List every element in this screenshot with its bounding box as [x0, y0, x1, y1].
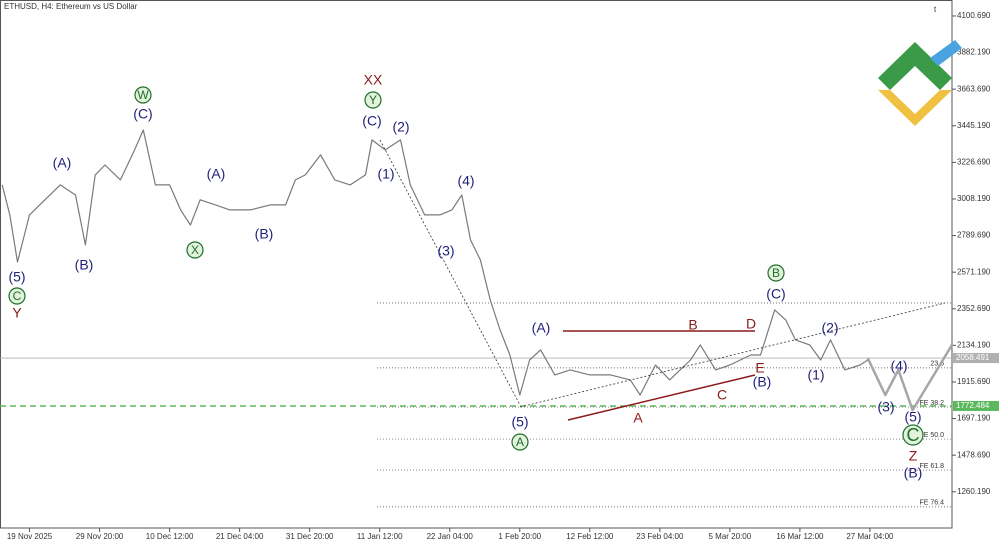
wave-label: (C)	[766, 286, 785, 302]
fib-label: FE 76.4	[919, 500, 944, 507]
x-tick-label: 5 Mar 20:00	[709, 532, 752, 541]
y-tick-label: 3226.690	[957, 157, 991, 166]
wave-label: (4)	[457, 173, 474, 189]
y-tick-label: 1260.190	[957, 487, 991, 496]
x-tick-label: 21 Dec 04:00	[216, 532, 264, 541]
x-tick-label: 19 Nov 2025	[7, 532, 53, 541]
wave-label: (4)	[890, 358, 907, 374]
wave-label: Y	[369, 93, 377, 107]
wave-circle	[767, 264, 785, 282]
wave-label: (1)	[377, 166, 394, 182]
wave-label: (3)	[437, 243, 454, 259]
wave-label: (A)	[532, 320, 551, 336]
y-tick-label: 1478.690	[957, 450, 991, 459]
logo	[878, 40, 962, 126]
wave-label: Z	[909, 448, 918, 464]
y-tick-label: 2352.690	[957, 304, 991, 313]
chart-title: ETHUSD, H4: Ethereum vs US Dollar	[4, 2, 138, 11]
wave-label: B	[688, 317, 697, 333]
wave-label: D	[746, 316, 756, 332]
x-tick-label: 22 Jan 04:00	[427, 532, 474, 541]
wave-label: (B)	[753, 374, 772, 390]
wave-label: (2)	[392, 119, 409, 135]
plot-frame	[0, 0, 953, 529]
wave-label: (1)	[807, 367, 824, 383]
trend-line	[519, 302, 946, 408]
wave-label: C	[717, 387, 727, 403]
wave-label: (B)	[904, 465, 923, 481]
x-tick-label: 29 Nov 20:00	[76, 532, 124, 541]
y-tick-label: 4100.690	[957, 11, 991, 20]
y-tick-label: 2789.690	[957, 231, 991, 240]
x-tick-label: 1 Feb 20:00	[498, 532, 541, 541]
wave-label: (5)	[511, 414, 528, 430]
y-tick-label: 3663.690	[957, 84, 991, 93]
y-tick-label: 1697.190	[957, 414, 991, 423]
x-tick-label: 10 Dec 12:00	[146, 532, 194, 541]
triangle-bottom	[567, 374, 756, 421]
wave-circle	[511, 433, 529, 451]
x-tick-label: 27 Mar 04:00	[846, 532, 894, 541]
wave-label: (5)	[904, 409, 921, 425]
wave-label: (C)	[133, 106, 152, 122]
wave-label: (3)	[877, 399, 894, 415]
wave-label: (A)	[53, 155, 72, 171]
x-tick-label: 12 Feb 12:00	[566, 532, 614, 541]
wave-circle	[134, 86, 152, 104]
wave-label: (A)	[207, 166, 226, 182]
y-tick-label: 3445.190	[957, 121, 991, 130]
wave-label: (2)	[821, 320, 838, 336]
price-box	[953, 353, 999, 364]
wave-label: X	[191, 243, 199, 257]
wave-label: (B)	[255, 226, 274, 242]
y-tick-label: 3008.190	[957, 194, 991, 203]
wave-label: (B)	[75, 257, 94, 273]
forecast-line	[866, 344, 954, 412]
price-line	[1, 129, 869, 396]
wave-label: (5)	[8, 269, 25, 285]
price-label: 2058.491	[956, 353, 990, 362]
y-tick-label: 1915.690	[957, 377, 991, 386]
fib-label: FE 50.0	[919, 432, 944, 439]
wave-label: C	[907, 425, 920, 445]
wave-circle	[186, 241, 204, 259]
wave-label: B	[772, 266, 780, 280]
wave-circle	[902, 424, 924, 446]
price-label: 1772.484	[956, 401, 990, 410]
layers: 4100.690 3882.190 3663.690 3445.190 3226.690…	[0, 11, 999, 541]
y-tick-label: 2571.190	[957, 267, 991, 276]
fib-label: FE 61.8	[919, 463, 944, 470]
x-tick-label: 16 Mar 12:00	[776, 532, 824, 541]
wave-label: A	[516, 435, 524, 449]
wave-line	[379, 139, 521, 406]
wave-circle	[8, 287, 26, 305]
wave-label: E	[755, 360, 764, 376]
y-tick-label: 3882.190	[957, 48, 991, 57]
y-tick-label: 2134.190	[957, 340, 991, 349]
wave-label: Y	[12, 305, 22, 321]
wave-circle	[364, 91, 382, 109]
wave-label: A	[633, 410, 643, 426]
toolbar-icon[interactable]: t	[934, 5, 937, 14]
fib-label: 23.6	[930, 361, 944, 368]
x-tick-label: 11 Jan 12:00	[357, 532, 403, 541]
wave-label: W	[137, 88, 149, 102]
wave-label: (C)	[362, 113, 381, 129]
wave-label: C	[13, 289, 22, 303]
price-box	[953, 400, 999, 411]
x-tick-label: 31 Dec 20:00	[286, 532, 334, 541]
fib-label: FE 38.2	[919, 400, 944, 407]
wave-label: XX	[364, 72, 383, 88]
x-tick-label: 23 Feb 04:00	[636, 532, 684, 541]
